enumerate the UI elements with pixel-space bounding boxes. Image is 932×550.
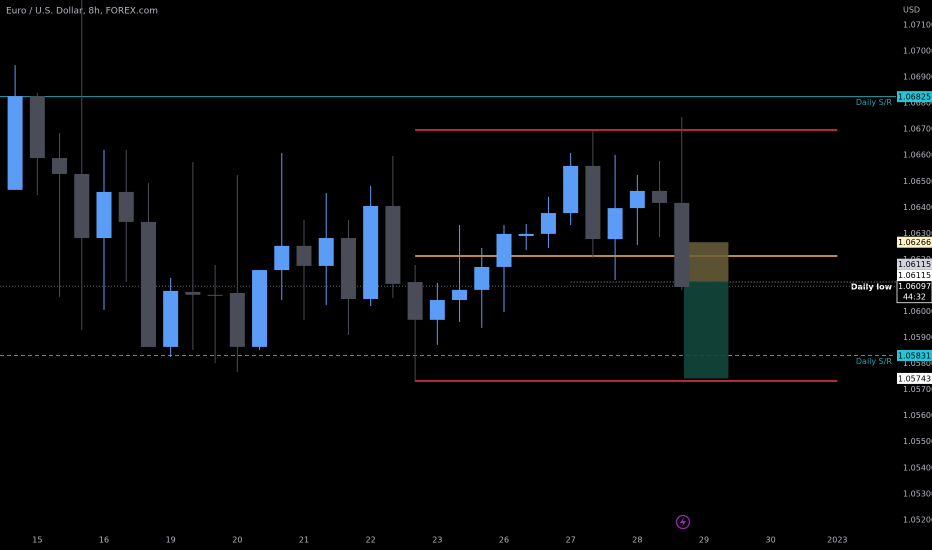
x-tick-label: 2023: [827, 536, 847, 545]
candle-body: [163, 290, 179, 347]
x-tick-label: 22: [366, 536, 376, 545]
candle-body: [140, 221, 156, 347]
candle-body: [429, 300, 445, 320]
y-tick-label: 1.05200: [903, 515, 932, 524]
x-tick-label: 27: [566, 536, 576, 545]
candle-body: [518, 233, 534, 236]
candle-body: [340, 238, 356, 299]
level-label: Daily low: [851, 283, 893, 292]
chart-title: Euro / U.S. Dollar, 8h, FOREX.com: [6, 7, 158, 17]
candle-body: [563, 165, 579, 214]
candle-body: [252, 270, 268, 347]
candle-body: [96, 191, 112, 239]
level-label: Daily S/R: [856, 98, 893, 107]
candle-body: [118, 191, 134, 222]
price-label-box: [897, 258, 932, 270]
candle-body: [496, 233, 512, 267]
price-label: 1.06097: [898, 282, 931, 291]
candle-body: [629, 190, 645, 209]
y-tick-label: 1.06300: [903, 229, 932, 238]
y-tick-label: 1.06400: [903, 203, 932, 212]
candle-body: [207, 294, 223, 296]
y-tick-label: 1.05700: [903, 385, 932, 394]
price-label-box: [897, 91, 932, 103]
x-tick-label: 30: [766, 536, 776, 545]
candle-body: [407, 282, 423, 320]
event-icon[interactable]: [675, 514, 691, 530]
candle-body: [274, 245, 290, 271]
price-label-box: [897, 236, 932, 248]
price-label-box: [897, 372, 932, 384]
price-label: 1.06266: [898, 238, 931, 247]
y-tick-label: 1.06600: [903, 151, 932, 160]
price-label: 1.05743: [898, 374, 931, 383]
plot-area: Daily S/R Daily S/R Daily low: [0, 0, 896, 383]
countdown-label: 44:32: [903, 293, 926, 302]
candle-body: [74, 173, 90, 239]
candle-body: [540, 213, 556, 234]
candle-body: [52, 158, 68, 174]
level-label: Daily S/R: [856, 357, 893, 366]
candle-body: [474, 266, 490, 290]
x-tick-label: 23: [432, 536, 442, 545]
price-label: 1.05831: [898, 352, 931, 361]
y-tick-label: 1.06500: [903, 177, 932, 186]
y-tick-label: 1.06900: [903, 73, 932, 82]
candle-body: [385, 206, 401, 284]
x-tick-label: 26: [499, 536, 509, 545]
stop-zone: [684, 242, 729, 282]
x-tick-label: 28: [632, 536, 642, 545]
y-tick-label: 1.06000: [903, 307, 932, 316]
y-tick-label: 1.05300: [903, 489, 932, 498]
target-zone: [684, 281, 729, 379]
candle-body: [652, 190, 668, 203]
price-label: 1.06825: [898, 93, 931, 102]
x-tick-label: 15: [32, 536, 42, 545]
y-tick-label: 1.05600: [903, 411, 932, 420]
candle-body: [7, 96, 23, 190]
candle-body: [318, 238, 334, 266]
event-icon-bolt: [680, 517, 686, 527]
candle-body: [674, 202, 690, 288]
y-tick-label: 1.05400: [903, 463, 932, 472]
y-tick-label: 1.06700: [903, 125, 932, 134]
x-tick-label: 29: [699, 536, 709, 545]
candle-body: [363, 206, 379, 299]
x-tick-label: 21: [299, 536, 309, 545]
x-tick-label: 19: [166, 536, 176, 545]
candle-body: [585, 165, 601, 240]
y-tick-label: 1.06800: [903, 99, 932, 108]
price-label: 1.06115: [898, 271, 931, 280]
x-tick-label: 16: [99, 536, 109, 545]
price-label-box: [896, 280, 932, 304]
price-label-box: [897, 269, 932, 281]
price-label: 1.06115: [898, 260, 931, 269]
candle-body: [29, 96, 45, 159]
candle-body: [229, 292, 245, 347]
currency: USD: [903, 6, 920, 15]
candle-body: [185, 291, 201, 295]
x-tick-label: 20: [232, 536, 242, 545]
y-tick-label: 1.07000: [903, 47, 932, 56]
y-tick-label: 1.05800: [903, 359, 932, 368]
price-label-box: [897, 350, 932, 362]
y-tick-label: 1.07100: [903, 21, 932, 30]
candle-body: [607, 208, 623, 240]
candle-body: [452, 289, 468, 301]
y-tick-label: 1.05900: [903, 333, 932, 342]
y-tick-label: 1.05500: [903, 437, 932, 446]
candle-body: [296, 245, 312, 266]
